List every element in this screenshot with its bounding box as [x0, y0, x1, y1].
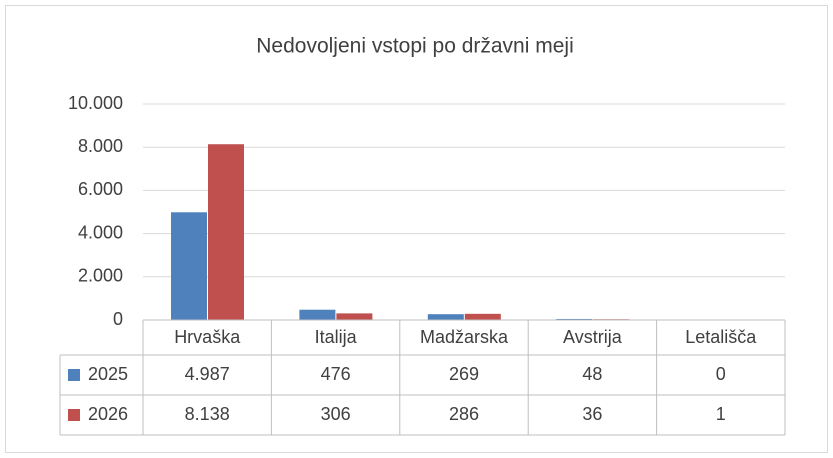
x-tick-label: Hrvaška: [174, 327, 241, 347]
bar: [427, 314, 464, 320]
chart-title: Nedovoljeni vstopi po državni meji: [256, 35, 574, 58]
bar: [336, 313, 373, 320]
bar: [299, 309, 336, 320]
x-tick-label: Avstrija: [563, 327, 623, 347]
x-tick-label: Madžarska: [420, 327, 509, 347]
table-cell: 48: [582, 364, 602, 384]
y-tick-label: 2.000: [78, 266, 123, 286]
x-tick-label: Letališča: [685, 327, 757, 347]
bar: [171, 212, 207, 320]
chart-border: [5, 5, 828, 453]
bar: [556, 318, 593, 320]
table-cell: 476: [321, 364, 351, 384]
bar: [464, 313, 501, 320]
y-tick-label: 8.000: [78, 136, 123, 156]
legend-key: [68, 369, 80, 381]
y-tick-label: 0: [113, 309, 123, 329]
table-cell: 1: [716, 404, 726, 424]
legend-label: 2025: [88, 364, 128, 384]
table-cell: 4.987: [185, 364, 230, 384]
table-cell: 0: [716, 364, 726, 384]
x-tick-label: Italija: [315, 327, 358, 347]
y-tick-label: 10.000: [68, 93, 123, 113]
table-cell: 36: [582, 404, 602, 424]
table-cell: 8.138: [185, 404, 230, 424]
y-tick-label: 4.000: [78, 222, 123, 242]
table-cell: 269: [449, 364, 479, 384]
table-cell: 306: [321, 404, 351, 424]
table-cell: 286: [449, 404, 479, 424]
legend-label: 2026: [88, 404, 128, 424]
bar: [208, 144, 244, 320]
legend-key: [68, 409, 80, 421]
y-tick-label: 6.000: [78, 179, 123, 199]
